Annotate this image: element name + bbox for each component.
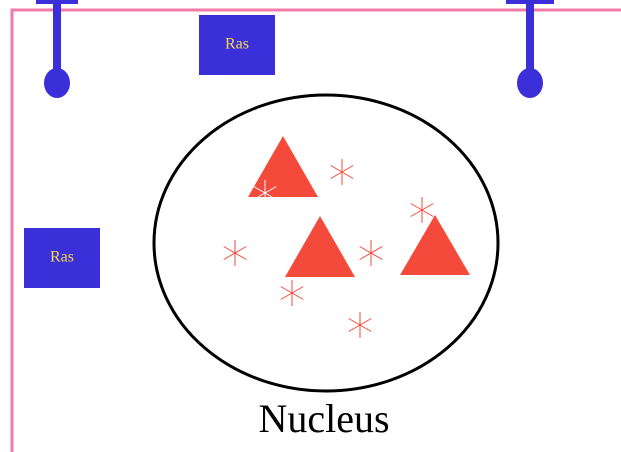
receptor <box>506 0 554 98</box>
ras-label: Ras <box>225 36 249 53</box>
page: Ras Ras Nucleus (() => { const data = JS… <box>0 0 621 452</box>
diagram: Ras Ras Nucleus <box>0 0 621 452</box>
ras-label: Ras <box>50 249 74 266</box>
receptor <box>36 0 78 98</box>
nucleus-label: Nucleus <box>258 396 389 441</box>
